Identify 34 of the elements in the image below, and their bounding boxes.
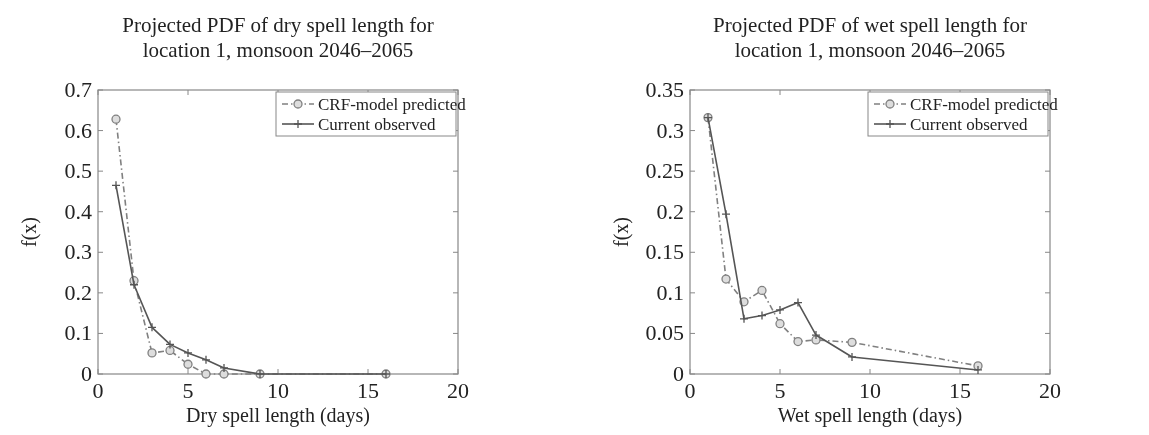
x-tick-label: 15 [949,378,971,403]
legend-label: CRF-model predicted [318,95,467,114]
legend-label: Current observed [318,115,437,134]
x-tick-label: 20 [447,378,469,403]
y-tick-label: 0.3 [656,117,684,143]
legend-label: CRF-model predicted [910,95,1059,114]
y-axis-title: f(x) [610,217,633,247]
y-axis-title: f(x) [18,217,41,247]
y-tick-label: 0.35 [645,77,684,102]
x-tick-label: 15 [357,378,379,403]
x-tick-label: 5 [182,378,194,403]
x-axis-title: Wet spell length (days) [777,404,963,427]
y-tick-label: 0 [673,361,684,386]
y-tick-label: 0.1 [656,279,684,305]
y-tick-label: 0.5 [64,158,92,184]
y-tick-label: 0.05 [645,320,684,346]
x-tick-label: 5 [774,378,786,403]
chart-title: Projected PDF of wet spell length for location 1, monsoon 2046–2065 [713,13,1027,62]
y-tick-label: 0.7 [64,77,92,102]
y-tick-label: 0.3 [64,239,92,265]
x-tick-label: 10 [859,378,881,403]
y-tick-label: 0.1 [64,320,92,346]
y-tick-label: 0.25 [645,158,684,184]
y-tick-label: 0.2 [64,279,92,305]
x-axis-title: Dry spell length (days) [186,404,370,427]
y-tick-label: 0.4 [64,198,92,224]
y-tick-label: 0.6 [64,117,92,143]
y-tick-label: 0.15 [645,239,684,265]
chart-title: Projected PDF of dry spell length for location 1, monsoon 2046–2065 [122,13,434,62]
y-tick-label: 0 [81,361,92,386]
y-tick-label: 0.2 [656,198,684,224]
x-tick-label: 20 [1039,378,1061,403]
x-tick-label: 10 [267,378,289,403]
legend-label: Current observed [910,115,1029,134]
